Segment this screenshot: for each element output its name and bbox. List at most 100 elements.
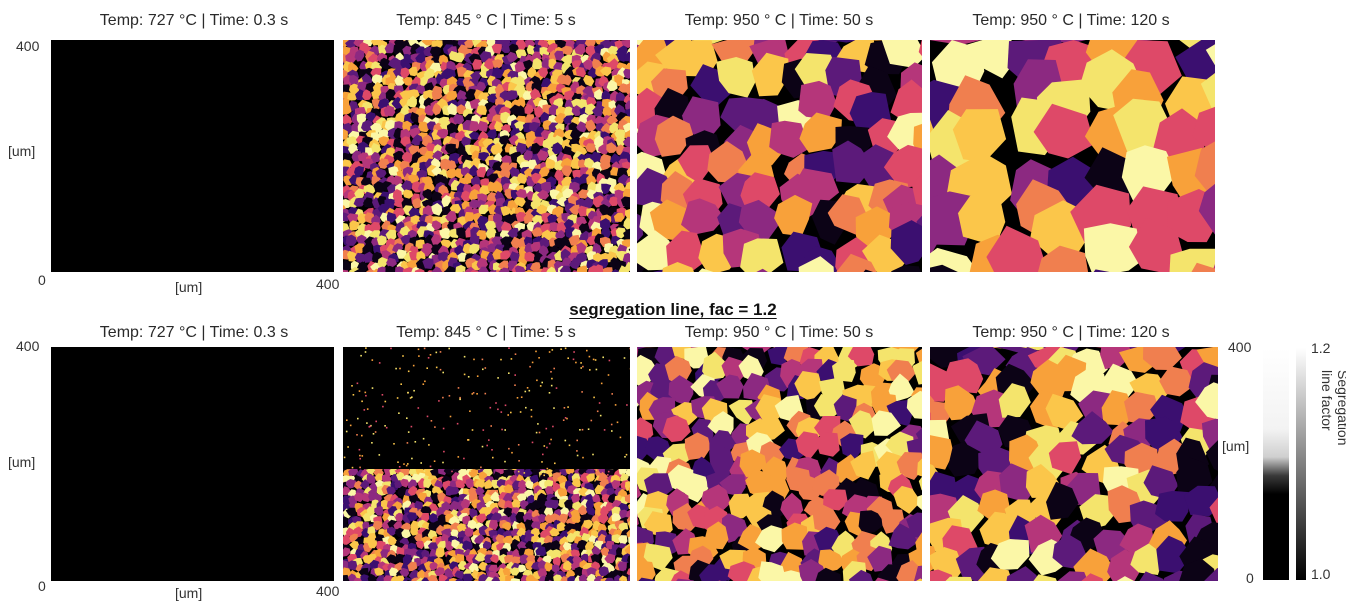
nucleus-speck bbox=[442, 461, 444, 464]
grain bbox=[407, 89, 420, 101]
grain bbox=[625, 83, 630, 95]
grain bbox=[361, 119, 373, 132]
grain bbox=[431, 220, 442, 231]
grain bbox=[409, 548, 420, 559]
grain bbox=[465, 478, 475, 489]
nucleus-speck bbox=[400, 383, 402, 385]
grain bbox=[373, 181, 386, 194]
grain bbox=[470, 269, 479, 272]
grain bbox=[479, 185, 490, 196]
grain bbox=[620, 473, 630, 482]
grain bbox=[586, 96, 597, 107]
grain bbox=[986, 225, 1047, 272]
nucleus-speck bbox=[553, 407, 555, 409]
grain bbox=[455, 578, 464, 581]
nucleus-speck bbox=[611, 393, 613, 395]
nucleus-speck bbox=[480, 466, 482, 469]
nucleus-speck bbox=[398, 412, 400, 414]
grain bbox=[354, 492, 364, 503]
grain bbox=[396, 546, 406, 556]
row2-x-axis-label: [um] bbox=[175, 585, 203, 601]
grain bbox=[1130, 543, 1163, 575]
nucleus-speck bbox=[442, 371, 444, 374]
nucleus-speck bbox=[406, 417, 408, 419]
grain bbox=[886, 359, 917, 386]
grain bbox=[486, 129, 497, 140]
nucleus-speck bbox=[576, 450, 578, 452]
grain bbox=[840, 433, 864, 460]
grain bbox=[402, 166, 414, 178]
nucleus-speck bbox=[581, 428, 584, 431]
grain bbox=[577, 205, 589, 217]
nucleus-speck bbox=[399, 367, 401, 370]
nucleus-speck bbox=[467, 439, 470, 441]
nucleus-speck bbox=[497, 377, 499, 379]
grain bbox=[570, 156, 581, 169]
nucleus-speck bbox=[535, 431, 538, 434]
nucleus-speck bbox=[463, 457, 465, 460]
grain bbox=[402, 576, 412, 581]
nucleus-speck bbox=[580, 367, 582, 369]
grain bbox=[457, 40, 468, 47]
grain bbox=[611, 506, 621, 516]
grain bbox=[377, 266, 387, 272]
grain bbox=[575, 67, 587, 78]
grain bbox=[492, 161, 504, 174]
grain bbox=[586, 473, 595, 483]
grain bbox=[478, 204, 489, 215]
grain bbox=[383, 580, 386, 581]
grain-map-r2-c3 bbox=[637, 347, 922, 581]
grain bbox=[486, 252, 499, 264]
grain bbox=[867, 545, 893, 572]
grain bbox=[571, 477, 581, 488]
nucleus-speck bbox=[463, 355, 466, 358]
grain bbox=[626, 568, 630, 577]
nucleus-speck bbox=[610, 423, 613, 426]
nucleus-speck bbox=[586, 349, 588, 352]
grain bbox=[1179, 558, 1216, 581]
grain bbox=[560, 235, 571, 249]
nucleus-speck bbox=[603, 429, 606, 431]
nucleus-speck bbox=[347, 446, 349, 448]
grain bbox=[482, 493, 493, 504]
nucleus-speck bbox=[548, 351, 551, 353]
grain bbox=[850, 450, 877, 480]
grain bbox=[509, 167, 521, 179]
row1-x-tick-right: 400 bbox=[316, 276, 340, 292]
nucleus-speck bbox=[484, 367, 487, 369]
nucleus-speck bbox=[364, 351, 367, 353]
panel-title-r1-c3: Temp: 950 ° C | Time: 50 s bbox=[684, 12, 874, 29]
nucleus-speck bbox=[360, 354, 362, 357]
nucleus-speck bbox=[562, 419, 565, 421]
grain bbox=[431, 88, 443, 101]
nucleus-speck bbox=[530, 409, 533, 411]
grain bbox=[571, 513, 583, 523]
grain bbox=[553, 574, 563, 581]
grain bbox=[745, 469, 772, 499]
nucleus-speck bbox=[349, 424, 352, 427]
grain bbox=[871, 410, 901, 436]
grain bbox=[477, 81, 486, 92]
grain bbox=[462, 573, 474, 581]
nucleus-speck bbox=[476, 393, 478, 395]
grain bbox=[429, 469, 440, 477]
nucleus-speck bbox=[500, 411, 503, 413]
grain bbox=[1101, 363, 1139, 402]
nucleus-speck bbox=[471, 393, 474, 395]
nucleus-speck bbox=[592, 453, 594, 456]
grain bbox=[476, 167, 486, 178]
nucleus-speck bbox=[398, 466, 401, 468]
grain bbox=[781, 522, 808, 550]
nucleus-speck bbox=[530, 415, 533, 418]
grain bbox=[538, 245, 549, 257]
nucleus-speck bbox=[375, 420, 377, 423]
nucleus-speck bbox=[600, 382, 603, 385]
nucleus-speck bbox=[372, 433, 375, 435]
nucleus-speck bbox=[550, 371, 552, 373]
grain bbox=[1156, 535, 1193, 574]
grain bbox=[615, 135, 627, 148]
grain bbox=[583, 519, 594, 529]
grain bbox=[421, 577, 430, 581]
grain bbox=[484, 58, 496, 70]
nucleus-speck bbox=[594, 359, 597, 361]
